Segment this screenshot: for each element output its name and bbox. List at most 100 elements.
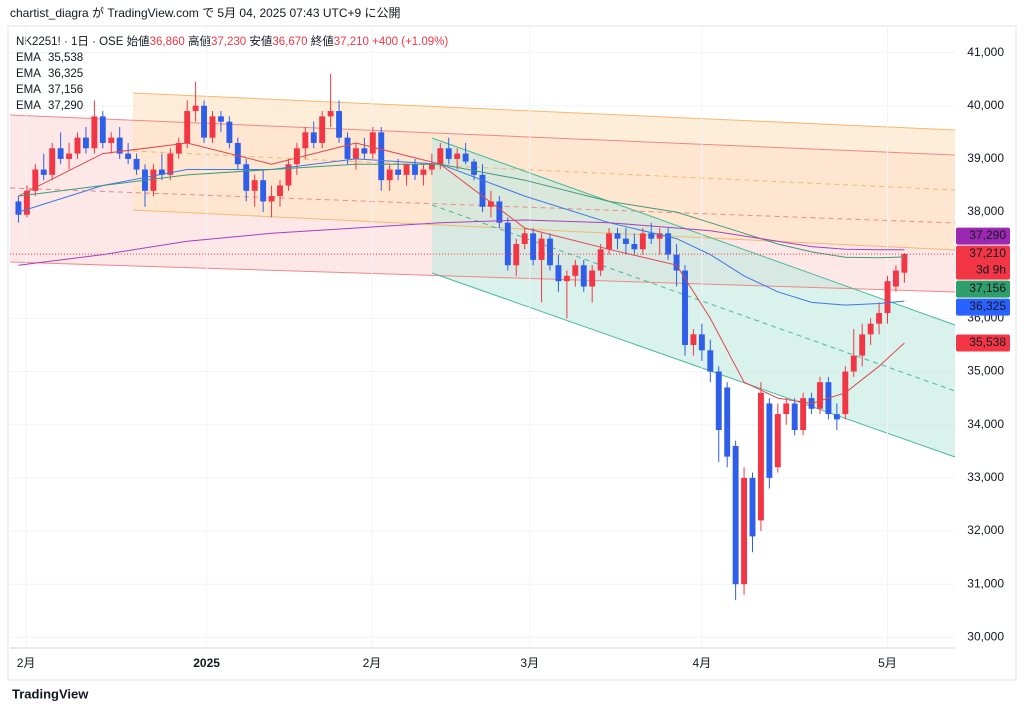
candle-body bbox=[369, 132, 376, 154]
candle-body bbox=[892, 270, 899, 287]
candle-body bbox=[310, 132, 317, 143]
candle-body bbox=[749, 477, 756, 537]
legend-name: EMA bbox=[16, 84, 41, 96]
candle-body bbox=[622, 238, 629, 244]
candle-body bbox=[175, 142, 182, 154]
candle-body bbox=[243, 164, 250, 191]
candle-body bbox=[82, 137, 89, 149]
candle-body bbox=[167, 153, 174, 175]
candle-body bbox=[226, 121, 233, 143]
channel-line bbox=[9, 114, 956, 156]
candle-body bbox=[293, 148, 300, 165]
candle-body bbox=[445, 148, 452, 159]
candle-body bbox=[462, 153, 469, 162]
ema-line bbox=[18, 163, 905, 259]
legend-value: 37,156 bbox=[48, 84, 83, 96]
candle-body bbox=[285, 164, 292, 186]
candle-body bbox=[741, 477, 748, 585]
candle-body bbox=[260, 180, 267, 202]
candle-body bbox=[479, 174, 486, 207]
channel-line bbox=[9, 261, 956, 293]
candle-body bbox=[504, 222, 511, 266]
candle-body bbox=[150, 169, 157, 191]
lbl: 高値 bbox=[188, 34, 211, 48]
candle-body bbox=[876, 313, 883, 324]
candle-body bbox=[361, 148, 368, 154]
x-tick-label: 2月 bbox=[363, 656, 382, 670]
candle-body bbox=[774, 414, 781, 468]
candle-body bbox=[251, 180, 258, 191]
price-tag-label: 36,325 bbox=[969, 299, 1006, 313]
candle-body bbox=[268, 196, 275, 202]
candle-body bbox=[555, 265, 562, 282]
candle-body bbox=[707, 350, 714, 372]
y-tick-label: 31,000 bbox=[967, 576, 1004, 590]
candle-body bbox=[428, 164, 435, 170]
candle-body bbox=[125, 153, 132, 159]
price-tag-label: 37,290 bbox=[969, 228, 1006, 242]
candle-body bbox=[454, 153, 461, 159]
price-tag bbox=[956, 227, 1010, 245]
candle-body bbox=[32, 169, 39, 191]
symbol: NK2251! · 1日 · OSE bbox=[16, 36, 124, 48]
candle-body bbox=[386, 169, 393, 181]
candle-body bbox=[732, 445, 739, 585]
candle-body bbox=[850, 355, 857, 372]
y-tick-label: 41,000 bbox=[967, 45, 1004, 59]
legend-line: NK2251! · 1日 · OSE 始値36,860 高値37,230 安値3… bbox=[16, 34, 448, 48]
teal-channel bbox=[432, 138, 955, 457]
y-tick-label: 39,000 bbox=[967, 151, 1004, 165]
candle-body bbox=[158, 169, 165, 175]
candle-body bbox=[66, 153, 73, 159]
candle-body bbox=[631, 243, 638, 250]
candle-body bbox=[530, 233, 537, 260]
lbl: 終値 bbox=[311, 34, 334, 48]
candle-body bbox=[817, 382, 823, 409]
legend-name: EMA bbox=[16, 52, 41, 64]
plot: 30,00031,00032,00033,00034,00035,00036,0… bbox=[10, 26, 1010, 670]
x-tick-label: 4月 bbox=[693, 656, 712, 670]
candle-body bbox=[884, 281, 891, 314]
candle-body bbox=[682, 270, 688, 345]
candle-body bbox=[572, 265, 579, 276]
val: 37,210 bbox=[334, 36, 369, 48]
candle-body bbox=[319, 116, 326, 143]
candle-body bbox=[656, 233, 663, 239]
price-tag-sub: 3d 9h bbox=[976, 263, 1006, 277]
channel-mid bbox=[132, 150, 956, 191]
candle-body bbox=[108, 137, 115, 143]
candle-body bbox=[471, 161, 478, 175]
candle-body bbox=[412, 164, 418, 175]
val: 36,670 bbox=[272, 36, 307, 48]
y-tick-label: 40,000 bbox=[967, 98, 1004, 112]
candle-body bbox=[698, 334, 705, 351]
candle-body bbox=[547, 238, 553, 266]
candle-body bbox=[133, 158, 140, 170]
lbl: 始値 bbox=[127, 34, 150, 48]
candle-body bbox=[327, 111, 334, 117]
candle-body bbox=[606, 233, 613, 250]
x-tick-label: 2025 bbox=[193, 656, 220, 670]
channel-line bbox=[431, 137, 956, 326]
candle-body bbox=[783, 403, 790, 415]
footer: TradingView bbox=[12, 686, 89, 701]
candle-body bbox=[665, 233, 672, 255]
price-tag bbox=[956, 334, 1010, 352]
legend: NK2251! · 1日 · OSE 始値36,860 高値37,230 安値3… bbox=[16, 34, 448, 48]
legend-value: 37,290 bbox=[48, 100, 83, 112]
candle-body bbox=[234, 142, 241, 165]
legend-name: EMA bbox=[16, 68, 41, 80]
x-tick-label: 5月 bbox=[878, 656, 897, 670]
change: +400 (+1.09%) bbox=[372, 36, 448, 48]
candle-body bbox=[57, 148, 64, 159]
candle-body bbox=[192, 105, 199, 112]
candle-body bbox=[74, 137, 81, 154]
channel-mid bbox=[431, 204, 956, 392]
candle-body bbox=[614, 233, 621, 239]
candle-body bbox=[800, 398, 807, 431]
price-tag bbox=[956, 298, 1010, 316]
channel-line bbox=[132, 209, 956, 251]
candle-body bbox=[99, 116, 106, 143]
candle-body bbox=[395, 169, 402, 175]
candle-body bbox=[859, 334, 866, 356]
